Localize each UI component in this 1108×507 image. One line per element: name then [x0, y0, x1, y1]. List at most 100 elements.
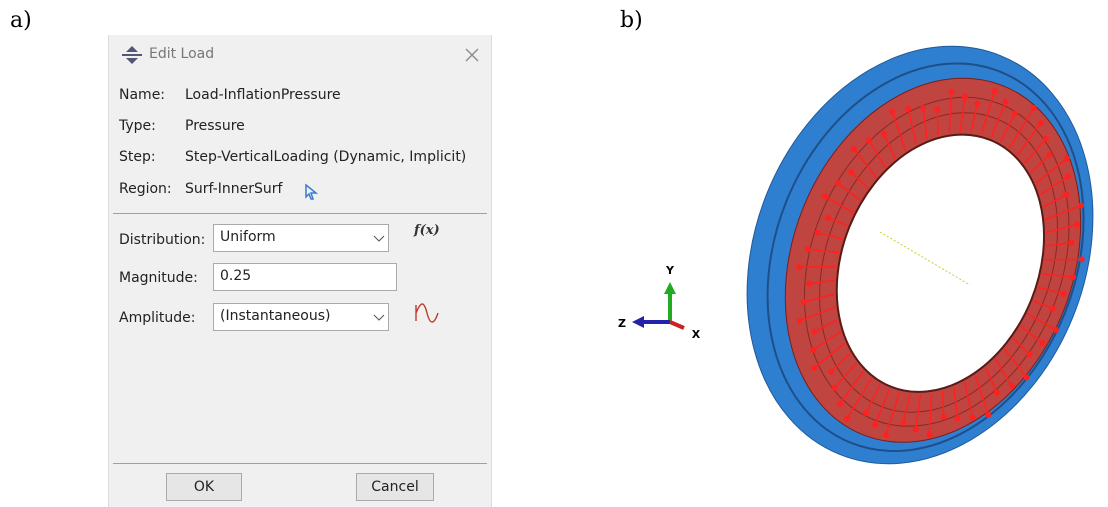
load-arrow	[1044, 259, 1081, 260]
arrow-head	[1024, 374, 1030, 380]
arrow-head	[1047, 152, 1053, 158]
input-value: 0.25	[220, 268, 251, 284]
arrow-head	[835, 180, 841, 186]
dropdown-arrow[interactable]	[371, 307, 387, 327]
arrow-head	[934, 106, 940, 112]
arrow-head	[913, 427, 919, 433]
arrow-head	[848, 169, 854, 175]
arrow-head	[805, 246, 811, 252]
arrow-head	[985, 412, 991, 418]
arrow-head	[955, 415, 961, 421]
close-button[interactable]	[464, 47, 480, 63]
arrow-head	[814, 230, 820, 236]
arrow-head	[881, 131, 887, 137]
ok-button[interactable]: OK	[166, 473, 242, 501]
arrow-head	[994, 389, 1000, 395]
arrow-head	[962, 94, 968, 100]
arrow-head	[1053, 327, 1059, 333]
arrow-head	[828, 369, 834, 375]
amplitude-button[interactable]	[414, 303, 440, 325]
field-value: Step-VerticalLoading (Dynamic, Implicit)	[185, 149, 466, 165]
arrow-head	[948, 89, 954, 95]
axis-label: Z	[618, 317, 626, 330]
arrow-head	[801, 299, 807, 305]
amplitude-combo[interactable]: (Instantaneous)	[213, 303, 389, 331]
arrow-head	[832, 385, 838, 391]
load-arrow	[799, 267, 836, 268]
field-label: Amplitude:	[119, 310, 195, 326]
arrow-head	[872, 422, 878, 428]
select-region-icon[interactable]	[303, 183, 319, 201]
axis-label: X	[692, 328, 701, 341]
load-arrow	[937, 109, 938, 135]
distribution-combo[interactable]: Uniform	[213, 224, 389, 252]
arrow-head	[883, 432, 889, 438]
field-label: Magnitude:	[119, 270, 198, 286]
arrow-head	[1027, 351, 1033, 357]
field-value: Surf-InnerSurf	[185, 181, 282, 197]
arrow-head	[1012, 111, 1018, 117]
arrow-head	[811, 329, 817, 335]
arrow-head	[822, 193, 828, 199]
arrow-head	[941, 414, 947, 420]
field-label: Region:	[119, 181, 172, 197]
magnitude-input[interactable]: 0.25	[213, 263, 397, 291]
arrow-head	[1009, 383, 1015, 389]
arrow-head	[1068, 240, 1074, 246]
arrow-head	[1040, 340, 1046, 346]
field-value: Pressure	[185, 118, 245, 134]
arrow-head	[810, 347, 816, 353]
arrow-head	[970, 415, 976, 421]
arrow-head	[1060, 291, 1066, 297]
arrow-head	[797, 318, 803, 324]
arrow-head	[851, 146, 857, 152]
arrow-head	[806, 281, 812, 287]
field-label: Name:	[119, 87, 165, 103]
combo-value: Uniform	[220, 229, 276, 245]
triad: Y Z X	[618, 264, 701, 341]
arrow-head	[1063, 192, 1069, 198]
arrow-head	[796, 264, 802, 270]
arrow-head	[1079, 256, 1085, 262]
arrow-head	[974, 101, 980, 107]
cancel-button[interactable]: Cancel	[356, 473, 434, 501]
dropdown-arrow[interactable]	[371, 228, 387, 248]
arrow-head	[844, 416, 850, 422]
field-label: Type:	[119, 118, 156, 134]
arrow-head	[1074, 221, 1080, 227]
dialog-title: Edit Load	[149, 46, 214, 62]
arrow-head	[926, 432, 932, 438]
arrow-head	[1064, 155, 1070, 161]
load-arrow	[943, 391, 944, 417]
tire	[686, 30, 1108, 507]
arrow-head	[905, 106, 911, 112]
edit-load-dialog: Edit Load Name: Load-InflationPressure T…	[108, 35, 492, 507]
panel-label: a)	[10, 8, 32, 33]
axis-label: Y	[665, 264, 675, 277]
field-label: Distribution:	[119, 232, 205, 248]
arrow-head	[1070, 274, 1076, 280]
arrow-head	[992, 88, 998, 94]
arrow-head	[1078, 202, 1084, 208]
combo-value: (Instantaneous)	[220, 308, 330, 324]
arrow-head	[1031, 105, 1037, 111]
tire-render: Y Z X	[600, 30, 1108, 507]
arrow-head	[1038, 120, 1044, 126]
dialog-icon	[121, 45, 143, 65]
arrow-head	[1065, 174, 1071, 180]
arrow-head	[900, 420, 906, 426]
arrow-head	[920, 105, 926, 111]
arrow-head	[837, 401, 843, 407]
function-button[interactable]: f(x)	[414, 223, 440, 238]
page: a) b) Edit Load Name: Load-InflationPres…	[0, 0, 1108, 507]
arrow-head	[863, 410, 869, 416]
separator	[113, 213, 487, 214]
arrow-head	[1050, 306, 1056, 312]
arrow-head	[1003, 99, 1009, 105]
arrow-head	[889, 109, 895, 115]
arrow-head	[866, 137, 872, 143]
arrow-head	[1043, 136, 1049, 142]
separator	[113, 463, 487, 464]
field-label: Step:	[119, 149, 156, 165]
arrow-head	[825, 215, 831, 221]
